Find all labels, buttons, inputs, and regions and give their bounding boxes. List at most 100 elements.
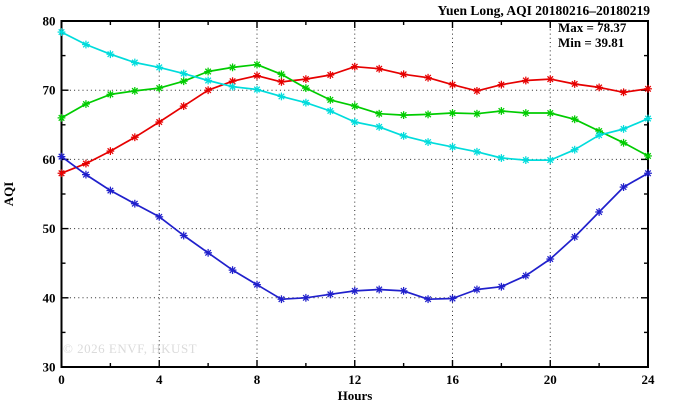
- marker-spoke: [204, 249, 212, 257]
- marker-spoke: [82, 100, 90, 108]
- x-tick-label: 24: [642, 372, 656, 387]
- marker-spoke: [302, 99, 310, 106]
- marker-spoke: [229, 83, 236, 90]
- marker-spoke: [449, 81, 456, 88]
- marker-spoke: [400, 132, 407, 140]
- marker-spoke: [644, 152, 652, 160]
- marker-spoke: [327, 291, 334, 298]
- series-green-line: [60, 63, 649, 157]
- y-axis-label: AQI: [1, 181, 16, 207]
- marker-spoke: [278, 93, 285, 100]
- marker-spoke: [595, 84, 603, 91]
- marker-spoke: [107, 51, 114, 58]
- marker-spoke: [253, 281, 261, 288]
- marker-spoke: [351, 287, 358, 295]
- marker-spoke: [473, 148, 481, 155]
- marker-spoke: [595, 208, 603, 216]
- x-tick-label: 4: [156, 372, 163, 387]
- marker-spoke: [351, 102, 358, 110]
- marker-spoke: [571, 116, 578, 123]
- y-tick-label: 60: [43, 152, 56, 167]
- marker-spoke: [400, 71, 407, 78]
- marker-spoke: [131, 200, 139, 207]
- marker-spoke: [375, 110, 383, 117]
- marker-spoke: [473, 286, 481, 293]
- marker-spoke: [547, 156, 554, 164]
- y-tick-label: 40: [43, 290, 56, 305]
- marker-spoke: [229, 266, 236, 274]
- marker-spoke: [107, 187, 114, 194]
- x-tick-label: 20: [544, 372, 557, 387]
- x-tick-label: 12: [348, 372, 361, 387]
- y-tick-label: 50: [43, 221, 56, 236]
- marker-spoke: [400, 111, 407, 119]
- marker-spoke: [375, 123, 383, 131]
- y-tick-label: 70: [43, 83, 56, 98]
- marker-spoke: [424, 74, 432, 81]
- max-annotation: Max = 78.37: [558, 20, 627, 35]
- marker-spoke: [547, 109, 554, 117]
- marker-spoke: [204, 68, 212, 75]
- marker-spoke: [180, 232, 187, 239]
- marker-spoke: [302, 84, 310, 92]
- marker-spoke: [620, 183, 627, 191]
- marker-spoke: [327, 96, 334, 104]
- marker-spoke: [498, 81, 505, 88]
- marker-spoke: [375, 65, 383, 72]
- x-axis-label: Hours: [337, 388, 373, 403]
- marker-spoke: [204, 77, 212, 84]
- y-tick-label: 30: [43, 360, 56, 375]
- chart-title: Yuen Long, AQI 20180216–20180219: [437, 3, 650, 18]
- max-min-annotation: Max = 78.37 Min = 39.81: [558, 20, 627, 50]
- marker-spoke: [449, 109, 456, 117]
- marker-spoke: [278, 295, 285, 303]
- watermark: © 2026 ENVF, HKUST: [63, 341, 198, 356]
- marker-spoke: [58, 153, 65, 160]
- min-annotation: Min = 39.81: [558, 34, 625, 50]
- marker-spoke: [204, 86, 212, 94]
- marker-spoke: [180, 102, 187, 110]
- marker-spoke: [278, 71, 285, 78]
- marker-spoke: [449, 143, 456, 151]
- marker-spoke: [82, 41, 90, 48]
- series-cyan-markers: [57, 28, 652, 164]
- marker-spoke: [278, 78, 285, 86]
- marker-spoke: [253, 86, 261, 93]
- marker-spoke: [82, 160, 90, 167]
- marker-spoke: [400, 287, 407, 295]
- series-blue-markers: [57, 152, 652, 304]
- marker-spoke: [449, 295, 456, 302]
- marker-spoke: [253, 72, 261, 79]
- marker-spoke: [522, 272, 530, 279]
- marker-spoke: [644, 85, 652, 93]
- marker-spoke: [547, 75, 554, 83]
- x-tick-label: 8: [254, 372, 261, 387]
- marker-spoke: [107, 91, 114, 98]
- marker-spoke: [229, 64, 236, 71]
- y-tick-label: 80: [43, 14, 56, 29]
- marker-spoke: [107, 147, 114, 155]
- marker-spoke: [571, 80, 578, 88]
- marker-spoke: [424, 138, 432, 146]
- marker-spoke: [131, 134, 139, 141]
- marker-spoke: [58, 28, 65, 36]
- series-green-markers: [57, 60, 652, 160]
- marker-spoke: [424, 111, 432, 118]
- marker-spoke: [58, 170, 65, 177]
- marker-spoke: [522, 109, 530, 117]
- series-red-markers: [57, 62, 652, 178]
- marker-spoke: [156, 213, 163, 221]
- marker-spoke: [327, 71, 334, 79]
- marker-spoke: [644, 115, 652, 122]
- marker-spoke: [156, 118, 163, 126]
- marker-spoke: [473, 87, 481, 95]
- marker-spoke: [620, 125, 627, 133]
- marker-spoke: [180, 70, 187, 77]
- marker-spoke: [571, 146, 578, 153]
- marker-spoke: [302, 294, 310, 302]
- marker-spoke: [156, 64, 163, 71]
- marker-spoke: [131, 59, 139, 66]
- marker-spoke: [571, 233, 578, 241]
